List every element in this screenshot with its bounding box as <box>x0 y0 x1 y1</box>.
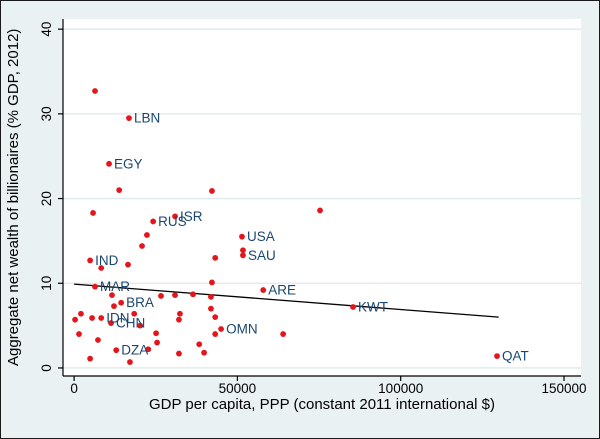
data-point <box>98 315 105 321</box>
point-label: QAT <box>502 349 529 364</box>
data-point <box>113 347 120 354</box>
data-point <box>98 265 105 271</box>
data-point <box>90 210 96 216</box>
data-point <box>125 261 131 268</box>
data-point <box>176 316 182 323</box>
data-point <box>350 304 356 310</box>
data-point <box>106 160 112 167</box>
data-point <box>92 283 98 290</box>
data-point <box>260 287 267 293</box>
data-point <box>494 353 500 359</box>
data-point <box>126 115 132 121</box>
data-point <box>108 320 114 326</box>
point-label: KWT <box>358 299 388 314</box>
data-point <box>209 188 215 194</box>
point-label: DZA <box>121 343 148 358</box>
data-point <box>154 339 160 346</box>
data-point <box>95 337 101 343</box>
data-point <box>137 322 143 329</box>
data-point <box>89 315 95 321</box>
data-point <box>212 314 219 321</box>
data-point <box>87 355 94 362</box>
point-label: OMN <box>226 321 258 336</box>
data-point <box>72 316 78 323</box>
point-label: RUS <box>158 214 187 229</box>
data-point <box>145 346 152 353</box>
data-point <box>139 243 145 249</box>
y-axis-title: Aggregate net wealth of billionaires (% … <box>5 28 22 367</box>
data-point <box>201 349 207 356</box>
y-tick-label: 40 <box>39 22 54 37</box>
point-label: IND <box>95 253 119 268</box>
data-point <box>240 247 246 254</box>
x-tick-label: 0 <box>70 381 78 396</box>
data-point <box>208 293 214 300</box>
data-point <box>131 310 138 317</box>
data-point <box>209 279 215 286</box>
data-point <box>76 331 82 337</box>
point-label: MAR <box>100 279 130 294</box>
data-point <box>150 218 157 225</box>
data-point <box>240 252 246 259</box>
point-label: EGY <box>114 156 143 171</box>
point-label: IDN <box>106 310 129 325</box>
x-tick-label: 50000 <box>219 381 257 396</box>
x-tick-label: 100000 <box>378 381 423 396</box>
data-point <box>196 341 203 348</box>
data-point <box>172 213 178 220</box>
data-point <box>78 310 84 317</box>
y-tick-label: 0 <box>39 364 54 372</box>
y-tick-label: 30 <box>39 106 54 121</box>
data-point <box>92 88 98 94</box>
y-tick-label: 10 <box>39 276 54 291</box>
point-label: CHN <box>116 316 145 331</box>
data-point <box>190 291 196 298</box>
data-point <box>127 359 133 365</box>
point-label: ARE <box>268 283 296 298</box>
data-point <box>177 310 183 317</box>
data-point <box>280 331 287 337</box>
point-label: BRA <box>126 295 154 310</box>
y-tick-label: 20 <box>39 191 54 206</box>
data-point <box>109 292 115 299</box>
data-point <box>116 187 123 193</box>
data-point <box>317 207 323 214</box>
point-label: LBN <box>134 111 160 126</box>
x-axis-title: GDP per capita, PPP (constant 2011 inter… <box>148 396 496 413</box>
data-point <box>158 293 164 299</box>
data-point <box>153 330 159 337</box>
data-point <box>172 292 178 299</box>
point-label: SAU <box>248 248 276 263</box>
point-label: ISR <box>180 209 203 224</box>
data-point <box>111 303 117 310</box>
data-point <box>218 326 224 332</box>
x-tick-label: 150000 <box>541 381 586 396</box>
data-point <box>176 350 182 357</box>
data-point <box>239 233 245 240</box>
data-point <box>208 305 214 312</box>
data-point <box>212 254 219 261</box>
data-point <box>212 331 219 337</box>
data-point <box>87 257 94 264</box>
data-point <box>118 299 125 306</box>
point-label: USA <box>247 229 275 244</box>
data-point <box>144 232 150 238</box>
fit-line <box>74 283 499 318</box>
